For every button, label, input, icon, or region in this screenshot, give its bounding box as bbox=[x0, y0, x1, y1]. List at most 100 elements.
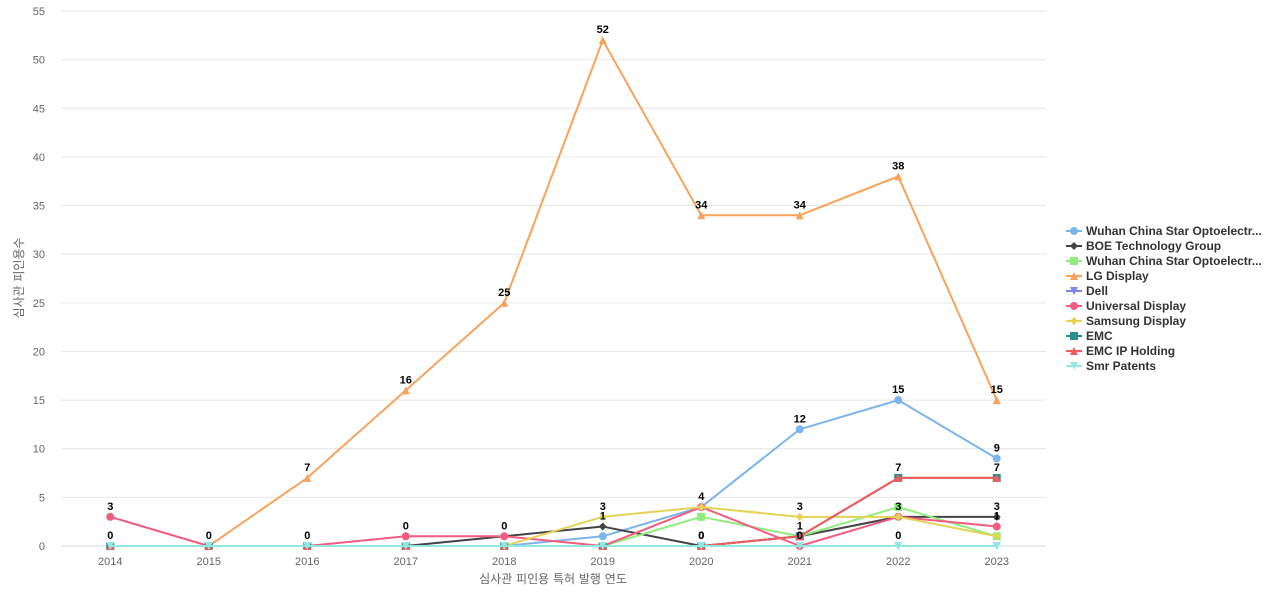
series-6 bbox=[106, 503, 1001, 550]
data-point bbox=[992, 473, 1001, 482]
data-label: 34 bbox=[695, 199, 708, 211]
data-point bbox=[500, 542, 509, 550]
data-point bbox=[992, 454, 1001, 463]
data-label: 0 bbox=[206, 530, 212, 542]
data-label: 3 bbox=[895, 501, 901, 513]
series-line bbox=[109, 476, 998, 547]
y-tick-label: 35 bbox=[33, 201, 45, 213]
data-point bbox=[401, 532, 410, 541]
data-point bbox=[697, 512, 706, 521]
legend-item[interactable]: BOE Technology Group bbox=[1066, 239, 1221, 253]
series-group bbox=[106, 36, 1001, 550]
legend-label: EMC IP Holding bbox=[1086, 344, 1175, 358]
data-point bbox=[894, 503, 903, 512]
legend-item[interactable]: Smr Patents bbox=[1066, 359, 1156, 373]
data-point bbox=[795, 211, 804, 220]
data-label: 16 bbox=[400, 374, 412, 386]
y-tick-label: 55 bbox=[33, 6, 45, 18]
legend-marker-icon bbox=[1070, 287, 1078, 295]
legend-marker-icon bbox=[1070, 302, 1078, 310]
x-tick-label: 2022 bbox=[886, 556, 910, 568]
x-tick-label: 2021 bbox=[788, 556, 812, 568]
data-label: 1 bbox=[994, 511, 1000, 523]
data-label: 0 bbox=[797, 530, 803, 542]
data-label: 38 bbox=[892, 160, 904, 172]
series-8 bbox=[106, 473, 1001, 550]
data-point bbox=[992, 512, 1001, 521]
x-tick-label: 2014 bbox=[98, 556, 122, 568]
legend-item[interactable]: EMC bbox=[1066, 329, 1113, 343]
data-label: 25 bbox=[498, 287, 510, 299]
legend-label: Universal Display bbox=[1086, 299, 1186, 313]
y-tick-label: 50 bbox=[33, 55, 45, 67]
legend[interactable]: Wuhan China Star Optoelectr...BOE Techno… bbox=[1066, 224, 1262, 373]
legend-marker-icon bbox=[1070, 257, 1078, 265]
data-point bbox=[303, 542, 312, 550]
y-tick-label: 30 bbox=[33, 249, 45, 261]
series-4 bbox=[106, 36, 1001, 550]
legend-item[interactable]: Wuhan China Star Optoelectr... bbox=[1066, 254, 1262, 268]
data-label: 7 bbox=[304, 462, 310, 474]
legend-label: Samsung Display bbox=[1086, 314, 1186, 328]
data-label: 1 bbox=[600, 511, 606, 523]
legend-item[interactable]: EMC IP Holding bbox=[1066, 344, 1175, 358]
y-axis-title: 심사관 피인용수 bbox=[12, 237, 26, 318]
data-point bbox=[598, 532, 607, 541]
y-tick-label: 45 bbox=[33, 103, 45, 115]
legend-label: Dell bbox=[1086, 284, 1108, 298]
series-10 bbox=[106, 542, 1001, 550]
data-label: 3 bbox=[994, 501, 1000, 513]
data-label: 15 bbox=[991, 384, 1003, 396]
legend-label: LG Display bbox=[1086, 269, 1149, 283]
legend-item[interactable]: LG Display bbox=[1066, 269, 1149, 283]
data-point bbox=[795, 532, 804, 541]
x-tick-label: 2018 bbox=[492, 556, 516, 568]
data-label: 52 bbox=[597, 24, 609, 36]
data-point bbox=[598, 512, 607, 521]
data-point bbox=[795, 512, 804, 521]
data-point bbox=[894, 172, 903, 181]
legend-label: BOE Technology Group bbox=[1086, 239, 1221, 253]
data-point bbox=[697, 542, 706, 550]
legend-item[interactable]: Wuhan China Star Optoelectr... bbox=[1066, 224, 1262, 238]
data-point bbox=[500, 298, 509, 307]
legend-item[interactable]: Dell bbox=[1066, 284, 1108, 298]
y-tick-label: 5 bbox=[39, 492, 45, 504]
legend-marker-icon bbox=[1070, 332, 1078, 340]
data-point bbox=[500, 532, 509, 541]
data-point bbox=[992, 542, 1001, 550]
data-label: 3 bbox=[107, 501, 113, 513]
legend-label: Wuhan China Star Optoelectr... bbox=[1086, 224, 1262, 238]
x-tick-label: 2020 bbox=[689, 556, 713, 568]
x-tick-label: 2015 bbox=[197, 556, 221, 568]
data-label: 34 bbox=[794, 199, 807, 211]
data-label: 12 bbox=[794, 413, 806, 425]
y-tick-label: 15 bbox=[33, 395, 45, 407]
series-line bbox=[109, 506, 998, 547]
y-axis-ticks: 0 5 10 15 20 25 30 35 40 45 50 55 bbox=[33, 6, 45, 553]
data-label: 0 bbox=[304, 530, 310, 542]
data-label: 0 bbox=[403, 520, 409, 532]
data-label: 0 bbox=[698, 530, 704, 542]
series-line bbox=[109, 39, 998, 547]
x-tick-label: 2017 bbox=[394, 556, 418, 568]
legend-item[interactable]: Universal Display bbox=[1066, 299, 1186, 313]
data-point bbox=[204, 542, 213, 550]
x-tick-label: 2023 bbox=[985, 556, 1009, 568]
y-tick-label: 0 bbox=[39, 541, 45, 553]
legend-label: Smr Patents bbox=[1086, 359, 1156, 373]
data-point bbox=[894, 512, 903, 521]
x-axis-ticks: 2014 2015 2016 2017 2018 2019 2020 2021 2022 2023 bbox=[98, 556, 1009, 568]
data-label: 0 bbox=[107, 530, 113, 542]
legend-item[interactable]: Samsung Display bbox=[1066, 314, 1186, 328]
y-tick-label: 10 bbox=[33, 444, 45, 456]
data-label: 0 bbox=[895, 530, 901, 542]
y-tick-label: 40 bbox=[33, 152, 45, 164]
data-point bbox=[992, 396, 1001, 405]
data-label: 0 bbox=[698, 530, 704, 542]
data-point bbox=[992, 522, 1001, 531]
legend-marker-icon bbox=[1070, 362, 1078, 370]
data-label: 1 bbox=[797, 520, 803, 532]
legend-marker-icon bbox=[1070, 272, 1078, 280]
